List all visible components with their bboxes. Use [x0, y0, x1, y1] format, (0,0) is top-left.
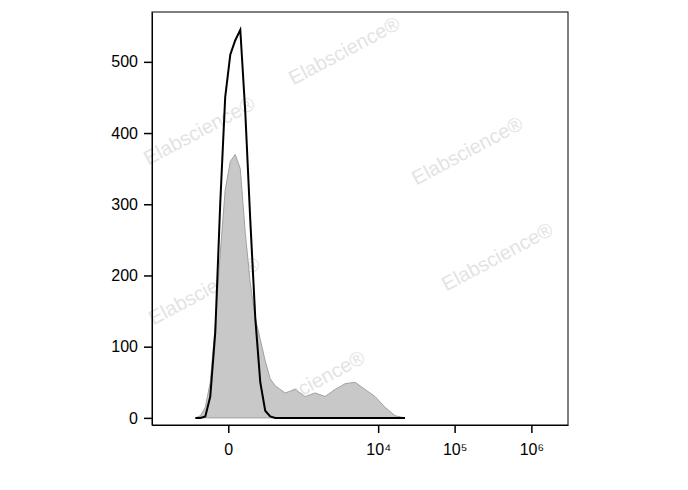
plot-area — [195, 30, 405, 418]
x-tick-mark — [531, 425, 533, 433]
y-tick: 0 — [129, 409, 152, 426]
x-tick: 10⁵ — [443, 425, 467, 458]
x-tick-label: 0 — [224, 441, 233, 458]
x-tick: 10⁶ — [520, 425, 544, 458]
y-tick: 300 — [111, 196, 152, 213]
watermarks: Elabscience®Elabscience®Elabscience®Elab… — [140, 12, 557, 423]
y-axis: 0 100 200 300 400 500 — [111, 13, 152, 427]
y-tick-mark — [144, 346, 152, 348]
plot-frame — [152, 12, 568, 425]
y-tick-label: 300 — [111, 196, 138, 213]
y-tick: 500 — [111, 53, 152, 70]
x-tick: 10⁴ — [366, 425, 391, 458]
histogram-line — [195, 30, 405, 418]
y-tick-mark — [144, 275, 152, 277]
y-tick-label: 500 — [111, 53, 138, 70]
watermark: Elabscience® — [285, 12, 404, 89]
x-tick-mark — [228, 425, 230, 433]
x-tick-label: 10⁵ — [443, 441, 467, 458]
y-tick: 100 — [111, 338, 152, 355]
watermark: Elabscience® — [408, 112, 527, 189]
watermark: Elabscience® — [438, 218, 557, 295]
x-tick-mark — [378, 425, 380, 433]
y-tick-label: 200 — [111, 267, 138, 284]
y-tick-mark — [144, 418, 152, 420]
x-tick-label: 10⁴ — [366, 441, 391, 458]
watermark: Elabscience® — [140, 92, 259, 169]
x-axis: 0 10⁴ 10⁵ 10⁶ — [153, 425, 569, 458]
y-tick-label: 100 — [111, 338, 138, 355]
x-tick-label: 10⁶ — [520, 441, 544, 458]
y-tick: 200 — [111, 267, 152, 284]
y-tick: 400 — [111, 125, 152, 142]
y-tick-mark — [144, 62, 152, 64]
x-tick: 0 — [224, 425, 233, 458]
histogram-area — [195, 154, 405, 417]
y-axis-line — [152, 13, 153, 426]
y-tick-label: 400 — [111, 125, 138, 142]
y-tick-mark — [144, 204, 152, 206]
y-tick-label: 0 — [129, 409, 138, 426]
x-tick-mark — [454, 425, 456, 433]
x-axis-line — [153, 425, 569, 426]
y-tick-mark — [144, 133, 152, 135]
chart: Elabscience®Elabscience®Elabscience®Elab… — [0, 0, 688, 490]
